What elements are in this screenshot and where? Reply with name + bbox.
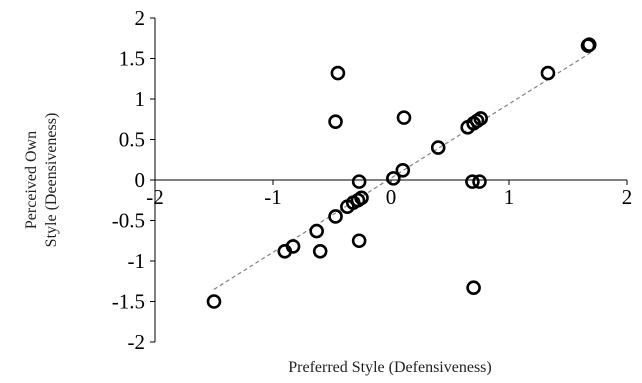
y-axis-label: Perceived Own Style (Deensiveness): [23, 113, 60, 248]
x-tick-label: 0: [386, 185, 397, 209]
data-point: [330, 65, 346, 81]
data-point: [206, 294, 222, 309]
data-point: [396, 110, 412, 125]
data-point: [472, 174, 487, 189]
data-point: [540, 65, 556, 81]
x-tick-labels: -2 -1 0 1 2: [146, 180, 632, 209]
data-point: [309, 223, 324, 239]
y-tick-label: -0.5: [112, 209, 145, 233]
data-point: [473, 111, 488, 126]
y-tick-label: 1: [135, 87, 146, 111]
x-axis-label: Preferred Style (Defensiveness): [288, 359, 491, 376]
data-points: [206, 37, 597, 309]
data-point: [430, 140, 446, 155]
data-point: [354, 190, 369, 206]
x-tick-label: 1: [504, 185, 515, 209]
data-point: [395, 162, 411, 178]
y-tick-label: -1.5: [112, 290, 145, 314]
x-tick-label: -1: [264, 185, 282, 209]
data-point: [351, 233, 367, 249]
y-tick-label: -1: [128, 249, 146, 273]
y-tick-label: 0.5: [119, 128, 145, 152]
y-tick-label: -2: [128, 330, 146, 354]
trendline: [213, 51, 592, 290]
y-tick-label: 2: [135, 6, 146, 30]
data-point: [328, 114, 343, 129]
data-point: [465, 174, 480, 189]
y-tick-label: 0: [135, 168, 146, 192]
x-tick-label: 2: [622, 185, 633, 209]
y-tick-label: 1.5: [119, 47, 145, 71]
data-point: [581, 37, 597, 53]
data-point: [285, 239, 301, 254]
data-point: [312, 243, 328, 259]
data-point: [328, 209, 343, 224]
x-tick-label: -2: [146, 185, 164, 209]
y-axis-label-line-2: Style (Deensiveness): [43, 113, 60, 248]
data-point: [386, 171, 401, 186]
y-tick-labels: 2 1.5 1 0.5 0 -0.5 -1 -1.5 -2: [112, 6, 155, 354]
data-point: [351, 174, 367, 189]
y-axis-label-line-1: Perceived Own: [23, 131, 40, 229]
data-point: [466, 280, 481, 296]
